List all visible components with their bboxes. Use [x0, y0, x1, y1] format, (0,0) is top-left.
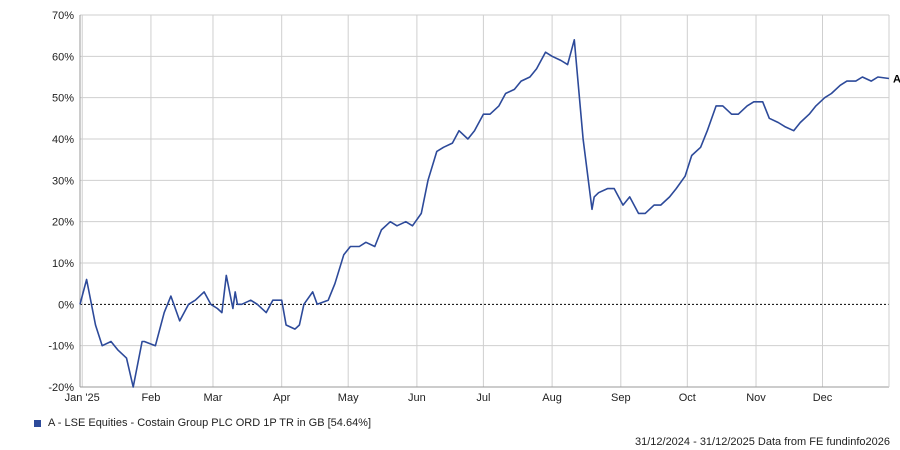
y-tick-label: 40% — [52, 134, 74, 146]
plot-frame — [79, 15, 890, 388]
footer-note: 31/12/2024 - 31/12/2025 Data from FE fun… — [634, 436, 890, 448]
y-gridlines — [80, 14, 889, 388]
x-tick-label: Apr — [273, 392, 290, 404]
series-end-label: A — [893, 73, 900, 85]
y-tick-label: 0% — [58, 299, 74, 311]
y-axis-tick-labels: -20% -10% 0% 10% 20% 30% 40% 50% 60% 70% — [48, 10, 74, 394]
y-tick-label: 20% — [52, 217, 74, 229]
legend: A - LSE Equities - Costain Group PLC ORD… — [34, 417, 371, 429]
x-tick-label: Jan '25 — [65, 392, 100, 404]
y-tick-label: 50% — [52, 93, 74, 105]
x-tick-label: Jul — [476, 392, 490, 404]
x-tick-label: May — [338, 392, 359, 404]
x-tick-label: Jun — [408, 392, 426, 404]
y-tick-label: -10% — [48, 341, 74, 353]
y-tick-label: 70% — [52, 10, 74, 22]
x-tick-label: Feb — [141, 392, 160, 404]
x-tick-label: Oct — [679, 392, 696, 404]
x-tick-label: Aug — [542, 392, 562, 404]
y-tick-label: 60% — [52, 51, 74, 63]
y-tick-label: 30% — [52, 175, 74, 187]
x-tick-label: Nov — [746, 392, 766, 404]
x-tick-label: Dec — [813, 392, 833, 404]
y-tick-label: 10% — [52, 258, 74, 270]
x-tick-label: Sep — [611, 392, 631, 404]
x-tick-label: Mar — [204, 392, 223, 404]
legend-label: A - LSE Equities - Costain Group PLC ORD… — [48, 417, 372, 429]
x-axis-tick-labels: Jan '25 Feb Mar Apr May Jun Jul Aug Sep Oct Nov Dec — [65, 392, 833, 404]
series-group: A — [79, 38, 900, 388]
x-gridlines — [81, 15, 824, 387]
chart: -20% -10% 0% 10% 20% 30% 40% 50% 60% 70% Jan '25 F… — [48, 10, 900, 404]
y-tick-label: -20% — [48, 382, 74, 394]
legend-swatch — [34, 419, 41, 427]
series-line — [79, 38, 890, 388]
